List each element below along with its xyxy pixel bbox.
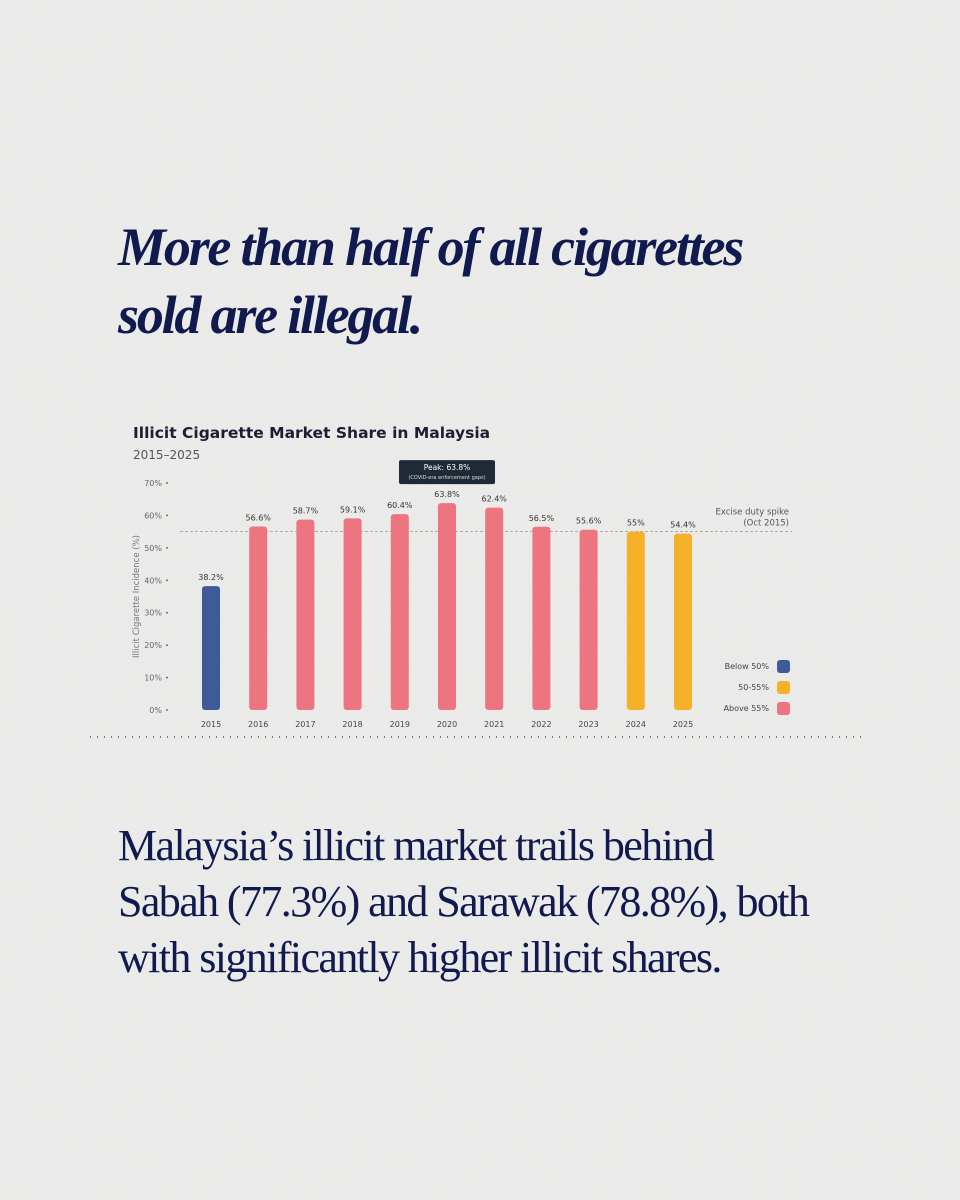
y-tick-label: 30% xyxy=(144,609,162,618)
value-label: 56.6% xyxy=(245,513,271,522)
bar xyxy=(674,533,692,710)
value-label: 55% xyxy=(627,519,645,528)
y-tick-label: 0% xyxy=(149,706,162,715)
y-tick-mark xyxy=(166,644,168,647)
value-label: 58.7% xyxy=(293,507,319,516)
bar xyxy=(579,529,598,710)
legend-label: Above 55% xyxy=(724,704,770,713)
annotation-note: (COVID-era enforcement gaps) xyxy=(408,475,485,481)
headline: More than half of all cigarettes sold are… xyxy=(117,217,745,345)
x-tick-label: 2022 xyxy=(531,720,551,729)
x-tick-label: 2015 xyxy=(201,720,221,729)
reference-label: Excise duty spike xyxy=(715,508,789,518)
y-tick-mark xyxy=(166,611,168,614)
bar xyxy=(532,526,551,710)
y-tick-label: 70% xyxy=(144,479,162,488)
legend-swatch xyxy=(777,702,790,715)
bar xyxy=(296,519,315,710)
x-tick-label: 2017 xyxy=(295,720,315,729)
value-label: 55.6% xyxy=(576,517,602,526)
value-label: 38.2% xyxy=(198,573,224,582)
body-line: Sabah (77.3%) and Sarawak (78.8%), both xyxy=(118,877,810,926)
y-axis-label: Illicit Cigarette Incidence (%) xyxy=(132,535,142,658)
reference-label: (Oct 2015) xyxy=(743,519,789,529)
chart: Illicit Cigarette Market Share in Malays… xyxy=(90,424,862,738)
x-tick-label: 2024 xyxy=(626,720,646,729)
bar xyxy=(438,503,456,710)
value-label: 54.4% xyxy=(670,521,696,530)
body-text: Malaysia’s illicit market trails behind S… xyxy=(118,821,811,982)
legend-swatch xyxy=(777,660,790,673)
y-tick-mark xyxy=(166,676,168,679)
y-tick-label: 40% xyxy=(144,576,162,585)
body-line: with significantly higher illicit shares… xyxy=(118,933,721,982)
y-tick-mark xyxy=(166,709,168,711)
x-tick-label: 2016 xyxy=(248,720,268,729)
value-label: 62.4% xyxy=(481,495,507,504)
y-tick-label: 20% xyxy=(144,641,162,650)
legend-label: 50-55% xyxy=(738,683,769,692)
bar xyxy=(390,514,409,710)
bar xyxy=(626,531,645,710)
bar xyxy=(343,518,362,710)
legend-swatch xyxy=(777,681,790,694)
annotation-box xyxy=(399,460,495,485)
x-tick-label: 2023 xyxy=(578,720,598,729)
x-tick-label: 2019 xyxy=(390,720,410,729)
x-tick-label: 2021 xyxy=(484,720,504,729)
value-label: 63.8% xyxy=(434,490,460,499)
x-tick-label: 2018 xyxy=(342,720,362,729)
x-tick-label: 2020 xyxy=(437,720,457,729)
y-tick-mark xyxy=(166,514,168,517)
y-tick-mark xyxy=(166,579,168,582)
y-tick-mark xyxy=(166,546,168,549)
value-label: 59.1% xyxy=(340,505,366,514)
y-tick-mark xyxy=(166,482,168,484)
y-tick-label: 60% xyxy=(144,511,162,520)
y-tick-label: 10% xyxy=(144,674,162,683)
bar xyxy=(249,526,268,710)
bar xyxy=(485,507,504,710)
legend-label: Below 50% xyxy=(725,662,770,671)
chart-title: Illicit Cigarette Market Share in Malays… xyxy=(133,424,490,442)
headline-line: sold are illegal. xyxy=(117,285,421,345)
annotation-title: Peak: 63.8% xyxy=(424,463,471,472)
value-label: 56.5% xyxy=(529,514,555,523)
body-line: Malaysia’s illicit market trails behind xyxy=(118,821,715,870)
headline-line: More than half of all cigarettes xyxy=(117,217,743,277)
chart-subtitle: 2015–2025 xyxy=(133,448,200,462)
y-tick-label: 50% xyxy=(144,544,162,553)
bar xyxy=(202,586,220,710)
x-tick-label: 2025 xyxy=(673,720,693,729)
value-label: 60.4% xyxy=(387,501,413,510)
